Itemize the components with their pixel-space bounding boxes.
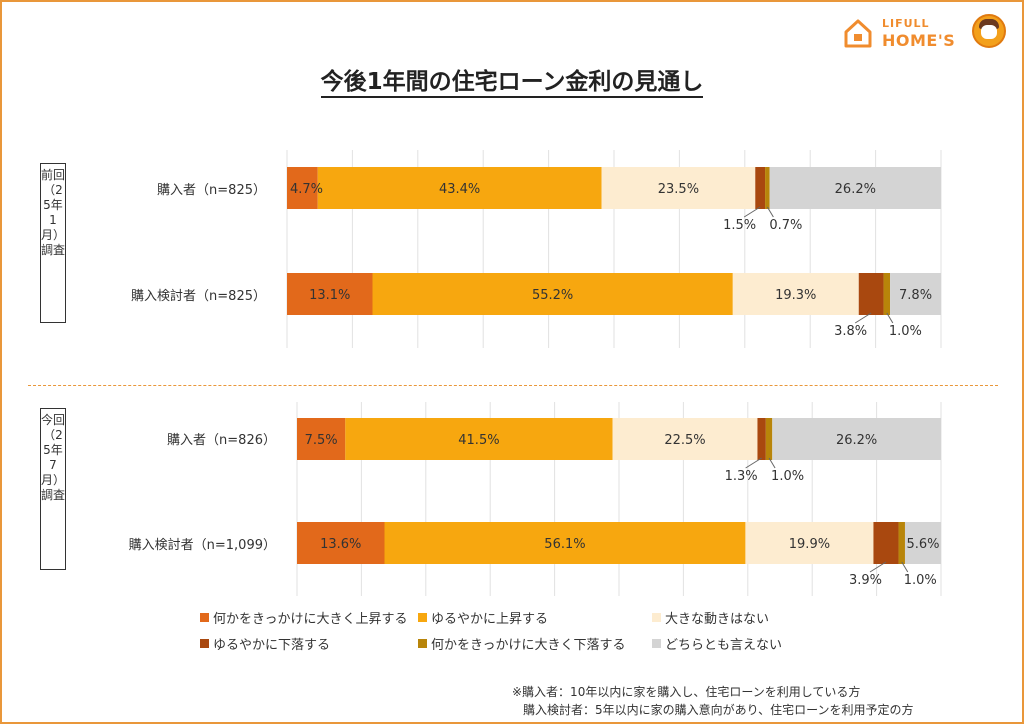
legend-item: 大きな動きはない [652,608,769,627]
legend-item: ゆるやかに下落する [200,634,330,653]
data-label: 55.2% [532,288,573,303]
chart-legend: 何かをきっかけに大きく上昇する ゆるやかに上昇する 大きな動きはない ゆるやかに… [200,608,840,654]
footnote-prospect: 購入検討者：5年以内に家の購入意向があり、住宅ローンを利用予定の方 [523,703,914,717]
bar-segment [297,418,346,460]
chart-title: 今後1年間の住宅ローン金利の見通し [0,62,1024,98]
logo-text-top: LIFULL [882,17,930,30]
row-label: 購入者（n=826） [167,433,276,448]
data-label: 19.3% [775,288,816,303]
data-label: 3.9% [849,573,882,588]
legend-swatch [200,639,209,648]
data-label: 4.7% [290,182,323,197]
row-label: 購入検討者（n=825） [131,289,266,304]
logo-text-main: HOME'S [882,31,956,50]
legend-label: ゆるやかに上昇する [431,612,549,627]
data-label: 22.5% [664,433,705,448]
bar-segment [858,273,884,315]
bar-segment [745,522,874,564]
bar-segment [765,418,773,460]
legend-item: ゆるやかに上昇する [418,608,548,627]
legend-label: どちらとも言えない [665,638,783,653]
legend-label: ゆるやかに下落する [213,638,331,653]
bar-segment [601,167,756,209]
callout-line [886,312,894,324]
data-label: 5.6% [906,537,939,552]
data-label: 1.5% [723,218,756,233]
callout-line [854,312,872,324]
legend-swatch [418,613,427,622]
bar-segment [890,273,941,315]
lifull-homes-logo: LIFULL HOME'S [842,14,1008,54]
data-label: 43.4% [439,182,480,197]
legend-swatch [200,613,209,622]
legend-item: 何かをきっかけに大きく上昇する [200,608,407,627]
bar-segment [297,522,385,564]
data-label: 41.5% [458,433,499,448]
data-label: 13.1% [309,288,350,303]
bar-segment [883,273,891,315]
bar-segment [612,418,758,460]
bar-segment [898,522,905,564]
data-label: 3.8% [834,324,867,339]
data-label: 1.0% [889,324,922,339]
bar-segment [904,522,941,564]
bar-segment [769,167,941,209]
data-label: 0.7% [769,218,802,233]
callout-line [768,457,776,469]
bar-segment [755,167,766,209]
bar-segment [732,273,859,315]
row-label: 購入検討者（n=1,099） [128,538,276,553]
footnote-buyer: ※購入者：10年以内に家を購入し、住宅ローンを利用している方 [512,685,861,699]
data-label: 26.2% [836,433,877,448]
legend-item: 何かをきっかけに大きく下落する [418,634,625,653]
legend-label: 何かをきっかけに大きく下落する [431,638,626,653]
callout-line [869,561,887,573]
callout-line [901,561,909,573]
data-label: 26.2% [835,182,876,197]
callout-line [743,206,761,218]
legend-swatch [652,613,661,622]
legend-item: どちらとも言えない [652,634,782,653]
survey-label-current: 今回（25年7月）調査 [40,408,66,570]
bar-segment [757,418,766,460]
bar-segment [372,273,733,315]
section-divider [28,385,998,386]
data-label: 19.9% [789,537,830,552]
data-label: 56.1% [544,537,585,552]
data-label: 7.5% [305,433,338,448]
bar-segment [765,167,770,209]
chart-title-text: 今後1年間の住宅ローン金利の見通し [320,69,704,98]
data-label: 23.5% [658,182,699,197]
survey-label-previous: 前回（25年1月）調査 [40,163,66,323]
callout-line [766,206,774,218]
bar-segment [317,167,602,209]
data-label: 1.3% [725,469,758,484]
house-logo-icon [844,19,872,48]
callout-line [745,457,762,469]
data-label: 7.8% [899,288,932,303]
bar-segment [772,418,941,460]
mascot-icon [972,14,1006,48]
row-label: 購入者（n=825） [157,183,266,198]
data-label: 1.0% [771,469,804,484]
legend-label: 何かをきっかけに大きく上昇する [213,612,408,627]
bar-segment [287,273,373,315]
bar-segment [287,167,318,209]
legend-label: 大きな動きはない [665,612,770,627]
bar-segment [873,522,899,564]
bar-segment [384,522,746,564]
legend-swatch [652,639,661,648]
data-label: 13.6% [320,537,361,552]
data-label: 1.0% [904,573,937,588]
legend-swatch [418,639,427,648]
bar-segment [345,418,613,460]
